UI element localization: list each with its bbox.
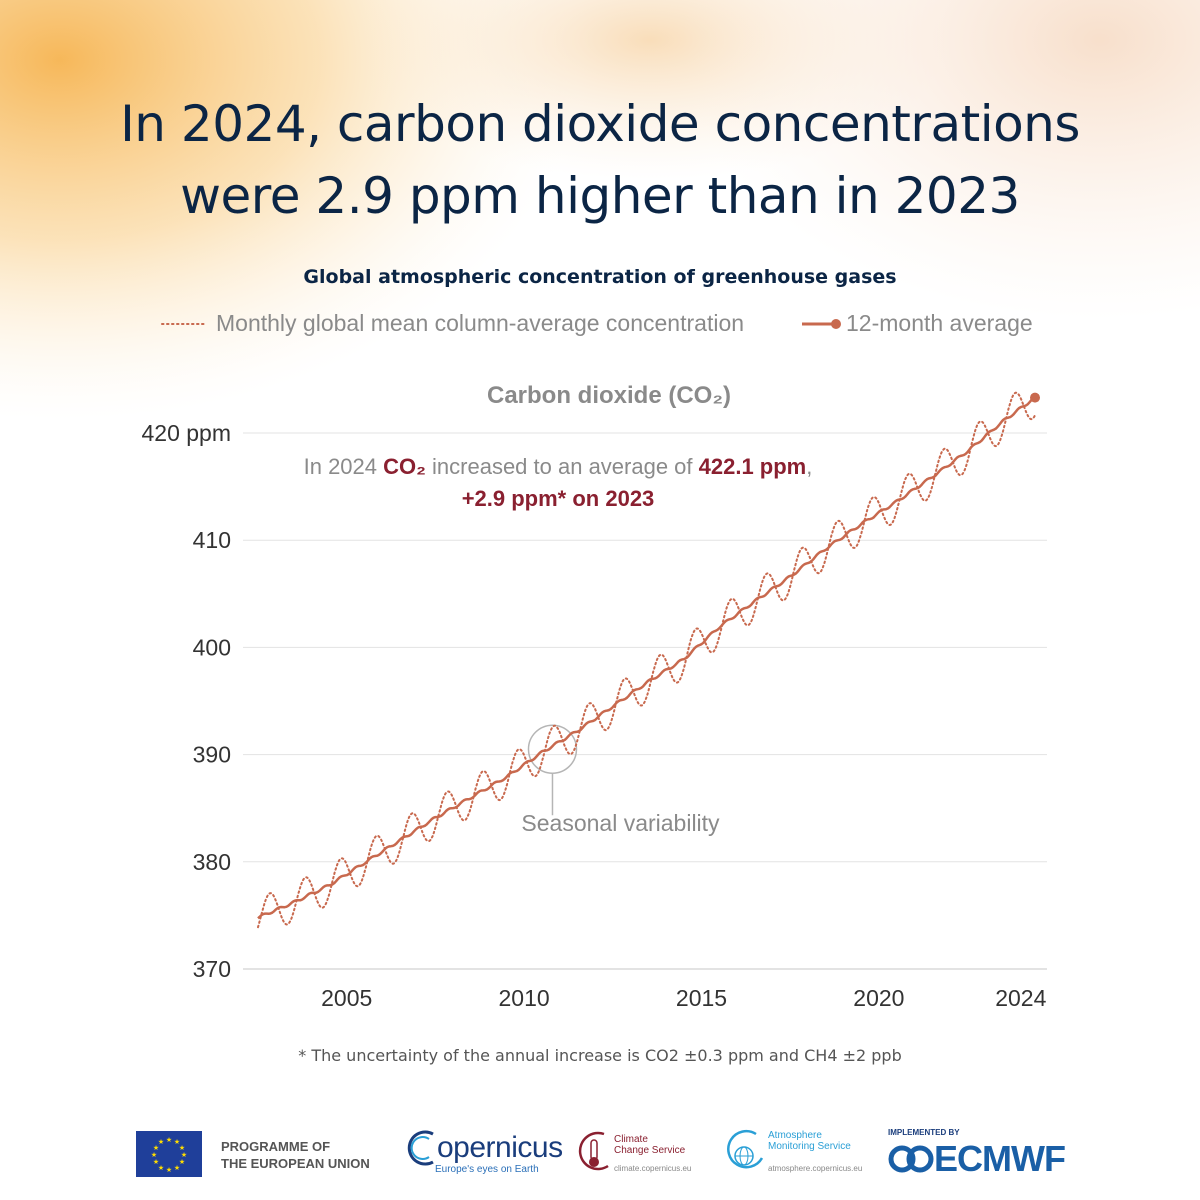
line-with-dot-icon xyxy=(802,318,841,329)
legend-item-monthly: Monthly global mean column-average conce… xyxy=(160,310,744,337)
co2-line-chart: 370 380 390 400 410 420 ppm 2005 2010 2015 2020 2… xyxy=(141,382,1047,1011)
x-tick-label: 2005 xyxy=(321,985,372,1011)
ecmwf-swirl-icon xyxy=(888,1145,934,1173)
seasonal-variability-callout: Seasonal variability xyxy=(521,724,720,836)
svg-text:★: ★ xyxy=(166,1166,172,1174)
svg-text:★: ★ xyxy=(166,1136,172,1144)
svg-text:★: ★ xyxy=(153,1144,159,1152)
eu-programme-text: PROGRAMME OF THE EUROPEAN UNION xyxy=(221,1138,370,1172)
x-tick-label: 2010 xyxy=(499,985,550,1011)
svg-text:★: ★ xyxy=(158,1164,164,1172)
eu-line-1: PROGRAMME OF xyxy=(221,1139,331,1154)
x-tick-label: 2015 xyxy=(676,985,727,1011)
headline-line-2: were 2.9 ppm higher than in 2023 xyxy=(180,167,1020,225)
copernicus-logo: opernicus Europe's eyes on Earth xyxy=(405,1128,563,1175)
c3s-logo: Climate Change Service climate.copernicu… xyxy=(574,1128,691,1176)
chart-legend: Monthly global mean column-average conce… xyxy=(0,310,1200,342)
annotation-gas: CO₂ xyxy=(383,454,426,479)
svg-text:★: ★ xyxy=(174,1164,180,1172)
annotation-middle: increased to an average of xyxy=(426,454,699,479)
eu-stars-icon: ★ ★★★ ★★★★ ★★★★ xyxy=(151,1136,187,1174)
x-tick-label: 2020 xyxy=(853,985,904,1011)
cams-url: atmosphere.copernicus.eu xyxy=(768,1164,863,1173)
cams-logo: Atmosphere Monitoring Service atmosphere… xyxy=(724,1128,862,1176)
headline: In 2024, carbon dioxide concentrations w… xyxy=(0,88,1200,232)
y-tick-label: 390 xyxy=(193,742,231,768)
svg-text:★: ★ xyxy=(174,1138,180,1146)
chart-subtitle: Global atmospheric concentration of gree… xyxy=(303,266,897,288)
c3s-line-2: Change Service xyxy=(614,1145,686,1156)
y-tick-label: 400 xyxy=(193,634,231,660)
y-tick-label: 380 xyxy=(193,849,231,875)
seasonal-variability-circle xyxy=(527,724,578,774)
c3s-url: climate.copernicus.eu xyxy=(614,1164,692,1173)
series-end-marker xyxy=(1030,392,1040,403)
annotation-increase-line2: +2.9 ppm* on 2023 xyxy=(462,486,655,511)
svg-text:★: ★ xyxy=(181,1151,187,1159)
chart-title: Carbon dioxide (CO₂) xyxy=(487,382,731,409)
annotation-increase: In 2024 CO₂ increased to an average of 4… xyxy=(304,454,813,479)
eu-flag-logo: ★ ★ ★ ★ ★ ★ ★ ★ ★ ★ ★ ★ xyxy=(136,1131,202,1177)
annotation-prefix: In 2024 xyxy=(304,454,384,479)
copernicus-name: opernicus xyxy=(437,1131,563,1164)
svg-text:★: ★ xyxy=(179,1144,185,1152)
copernicus-tagline: Europe's eyes on Earth xyxy=(435,1164,539,1175)
series-12-month-average-line xyxy=(257,395,1036,920)
svg-text:★: ★ xyxy=(179,1158,185,1166)
legend-label-average: 12-month average xyxy=(846,310,1033,336)
seasonal-variability-label: Seasonal variability xyxy=(521,810,720,836)
globe-icon xyxy=(727,1129,764,1169)
svg-text:★: ★ xyxy=(151,1151,157,1159)
annotation-suffix: , xyxy=(806,454,812,479)
ecmwf-implemented-label: IMPLEMENTED BY xyxy=(888,1128,960,1137)
headline-line-1: In 2024, carbon dioxide concentrations xyxy=(120,95,1080,153)
cams-line-2: Monitoring Service xyxy=(768,1141,851,1152)
copernicus-c-icon xyxy=(407,1130,434,1166)
footer-logos: ★ ★ ★ ★ ★ ★ ★ ★ ★ ★ ★ ★ PROGRAMME OF THE EUROPEAN… xyxy=(0,1120,1200,1190)
ecmwf-name: ECMWF xyxy=(934,1138,1066,1179)
legend-label-monthly: Monthly global mean column-average conce… xyxy=(216,310,745,336)
legend-item-average: 12-month average xyxy=(800,310,1033,337)
eu-line-2: THE EUROPEAN UNION xyxy=(221,1156,370,1171)
y-tick-label: 370 xyxy=(193,956,231,982)
c3s-line-1: Climate xyxy=(614,1134,648,1145)
annotation-value: 422.1 ppm xyxy=(699,454,807,479)
dotted-line-icon xyxy=(161,322,207,325)
cams-line-1: Atmosphere xyxy=(768,1130,822,1141)
svg-text:★: ★ xyxy=(158,1138,164,1146)
x-tick-label: 2024 xyxy=(995,985,1046,1011)
y-tick-label: 410 xyxy=(193,527,231,553)
thermometer-icon xyxy=(578,1131,609,1171)
ecmwf-logo: IMPLEMENTED BY ECMWF xyxy=(888,1128,1066,1179)
footnote: * The uncertainty of the annual increase… xyxy=(298,1046,902,1065)
y-tick-label: 420 ppm xyxy=(141,420,231,446)
svg-text:★: ★ xyxy=(153,1158,159,1166)
series-monthly-line xyxy=(257,391,1036,929)
